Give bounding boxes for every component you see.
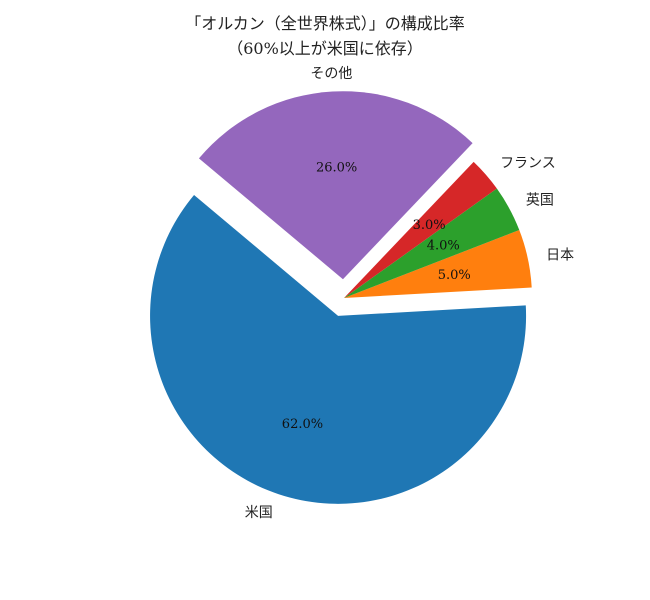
pie-slice-japan [344,230,532,298]
chart-title: 「オルカン（全世界株式）」の構成比率 [185,14,465,33]
slice-label-france: フランス [500,155,556,171]
chart-subtitle: （60%以上が米国に依存） [227,39,423,58]
slice-label-uk: 英国 [526,192,554,209]
slice-value-france: 3.0% [413,218,446,233]
pie-slice-other [198,91,473,280]
slice-value-japan: 5.0% [438,268,471,283]
slice-label-us: 米国 [245,505,273,521]
pie-slice-uk [344,188,520,298]
pie-slice-us [150,194,527,504]
slice-label-japan: 日本 [546,247,574,263]
slice-value-other: 26.0% [316,161,357,176]
slice-value-us: 62.0% [282,417,323,432]
slice-value-uk: 4.0% [427,238,460,253]
slice-label-other: その他 [310,66,352,82]
pie-slice-france [344,161,497,298]
